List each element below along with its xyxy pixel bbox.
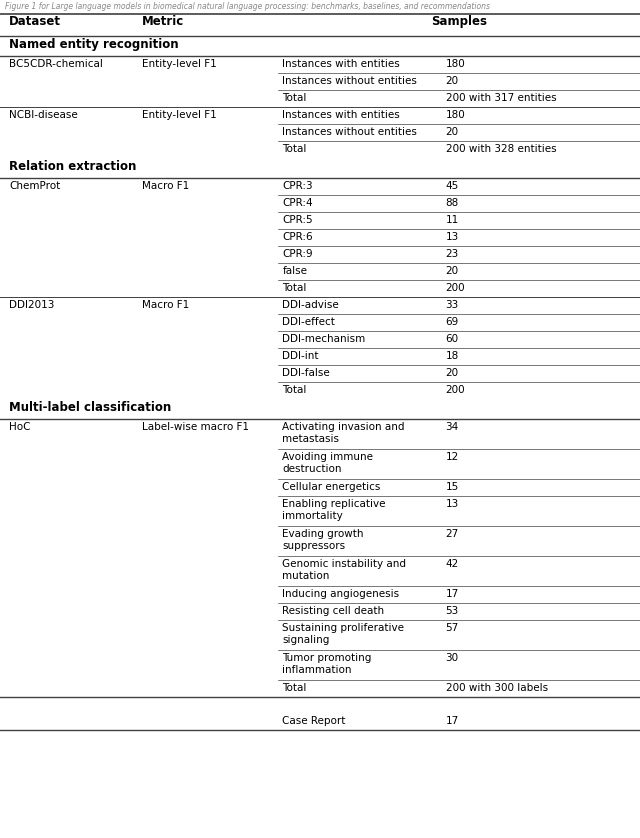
Text: Tumor promoting
inflammation: Tumor promoting inflammation bbox=[282, 653, 372, 675]
Text: 200: 200 bbox=[445, 385, 465, 395]
Text: DDI-advise: DDI-advise bbox=[282, 300, 339, 310]
Text: Genomic instability and
mutation: Genomic instability and mutation bbox=[282, 559, 406, 581]
Text: DDI-int: DDI-int bbox=[282, 351, 319, 361]
Text: 88: 88 bbox=[445, 198, 459, 208]
Text: Entity-level F1: Entity-level F1 bbox=[141, 59, 216, 69]
Text: 200 with 328 entities: 200 with 328 entities bbox=[445, 144, 556, 154]
Text: NCBI-disease: NCBI-disease bbox=[9, 110, 78, 120]
Text: Figure 1 for Large language models in biomedical natural language processing: be: Figure 1 for Large language models in bi… bbox=[5, 2, 490, 11]
Text: 15: 15 bbox=[445, 482, 459, 492]
Text: DDI2013: DDI2013 bbox=[9, 300, 54, 310]
Text: CPR:6: CPR:6 bbox=[282, 232, 313, 242]
Text: 42: 42 bbox=[445, 559, 459, 569]
Text: Resisting cell death: Resisting cell death bbox=[282, 606, 385, 616]
Text: Instances with entities: Instances with entities bbox=[282, 59, 400, 69]
Text: 60: 60 bbox=[445, 334, 459, 344]
Text: 33: 33 bbox=[445, 300, 459, 310]
Text: Evading growth
suppressors: Evading growth suppressors bbox=[282, 529, 364, 551]
Text: Total: Total bbox=[282, 385, 307, 395]
Text: ChemProt: ChemProt bbox=[9, 181, 60, 191]
Text: 20: 20 bbox=[445, 76, 459, 86]
Text: 20: 20 bbox=[445, 127, 459, 137]
Text: Relation extraction: Relation extraction bbox=[9, 160, 136, 173]
Text: Activating invasion and
metastasis: Activating invasion and metastasis bbox=[282, 422, 405, 444]
Text: Cellular energetics: Cellular energetics bbox=[282, 482, 381, 492]
Text: 34: 34 bbox=[445, 422, 459, 432]
Text: 30: 30 bbox=[445, 653, 459, 663]
Text: 18: 18 bbox=[445, 351, 459, 361]
Text: 45: 45 bbox=[445, 181, 459, 191]
Text: Dataset: Dataset bbox=[9, 15, 61, 28]
Text: 200 with 317 entities: 200 with 317 entities bbox=[445, 93, 556, 103]
Text: DDI-effect: DDI-effect bbox=[282, 317, 335, 327]
Text: Avoiding immune
destruction: Avoiding immune destruction bbox=[282, 452, 373, 474]
Text: DDI-mechanism: DDI-mechanism bbox=[282, 334, 365, 344]
Text: 57: 57 bbox=[445, 623, 459, 633]
Text: CPR:3: CPR:3 bbox=[282, 181, 313, 191]
Text: 12: 12 bbox=[445, 452, 459, 462]
Text: Instances without entities: Instances without entities bbox=[282, 76, 417, 86]
Text: Total: Total bbox=[282, 283, 307, 293]
Text: Total: Total bbox=[282, 93, 307, 103]
Text: Entity-level F1: Entity-level F1 bbox=[141, 110, 216, 120]
Text: 23: 23 bbox=[445, 249, 459, 259]
Text: false: false bbox=[282, 266, 307, 276]
Text: CPR:9: CPR:9 bbox=[282, 249, 313, 259]
Text: Instances without entities: Instances without entities bbox=[282, 127, 417, 137]
Text: 180: 180 bbox=[445, 59, 465, 69]
Text: 13: 13 bbox=[445, 499, 459, 509]
Text: Sustaining proliferative
signaling: Sustaining proliferative signaling bbox=[282, 623, 404, 645]
Text: Label-wise macro F1: Label-wise macro F1 bbox=[141, 422, 248, 432]
Text: Instances with entities: Instances with entities bbox=[282, 110, 400, 120]
Text: 180: 180 bbox=[445, 110, 465, 120]
Text: Enabling replicative
immortality: Enabling replicative immortality bbox=[282, 499, 386, 521]
Text: 20: 20 bbox=[445, 368, 459, 378]
Text: 200: 200 bbox=[445, 283, 465, 293]
Text: Multi-label classification: Multi-label classification bbox=[9, 401, 172, 414]
Text: Inducing angiogenesis: Inducing angiogenesis bbox=[282, 589, 399, 599]
Text: Named entity recognition: Named entity recognition bbox=[9, 38, 179, 51]
Text: 13: 13 bbox=[445, 232, 459, 242]
Text: CPR:5: CPR:5 bbox=[282, 215, 313, 225]
Text: 11: 11 bbox=[445, 215, 459, 225]
Text: Case Report: Case Report bbox=[282, 716, 346, 726]
Text: Samples: Samples bbox=[431, 15, 487, 28]
Text: DDI-false: DDI-false bbox=[282, 368, 330, 378]
Text: 53: 53 bbox=[445, 606, 459, 616]
Text: 20: 20 bbox=[445, 266, 459, 276]
Text: 17: 17 bbox=[445, 589, 459, 599]
Text: 200 with 300 labels: 200 with 300 labels bbox=[445, 683, 548, 693]
Text: HoC: HoC bbox=[9, 422, 31, 432]
Text: Total: Total bbox=[282, 144, 307, 154]
Text: Total: Total bbox=[282, 683, 307, 693]
Text: 27: 27 bbox=[445, 529, 459, 539]
Text: 69: 69 bbox=[445, 317, 459, 327]
Text: Macro F1: Macro F1 bbox=[141, 300, 189, 310]
Text: Metric: Metric bbox=[141, 15, 184, 28]
Text: CPR:4: CPR:4 bbox=[282, 198, 313, 208]
Text: Macro F1: Macro F1 bbox=[141, 181, 189, 191]
Text: BC5CDR-chemical: BC5CDR-chemical bbox=[9, 59, 103, 69]
Text: 17: 17 bbox=[445, 716, 459, 726]
